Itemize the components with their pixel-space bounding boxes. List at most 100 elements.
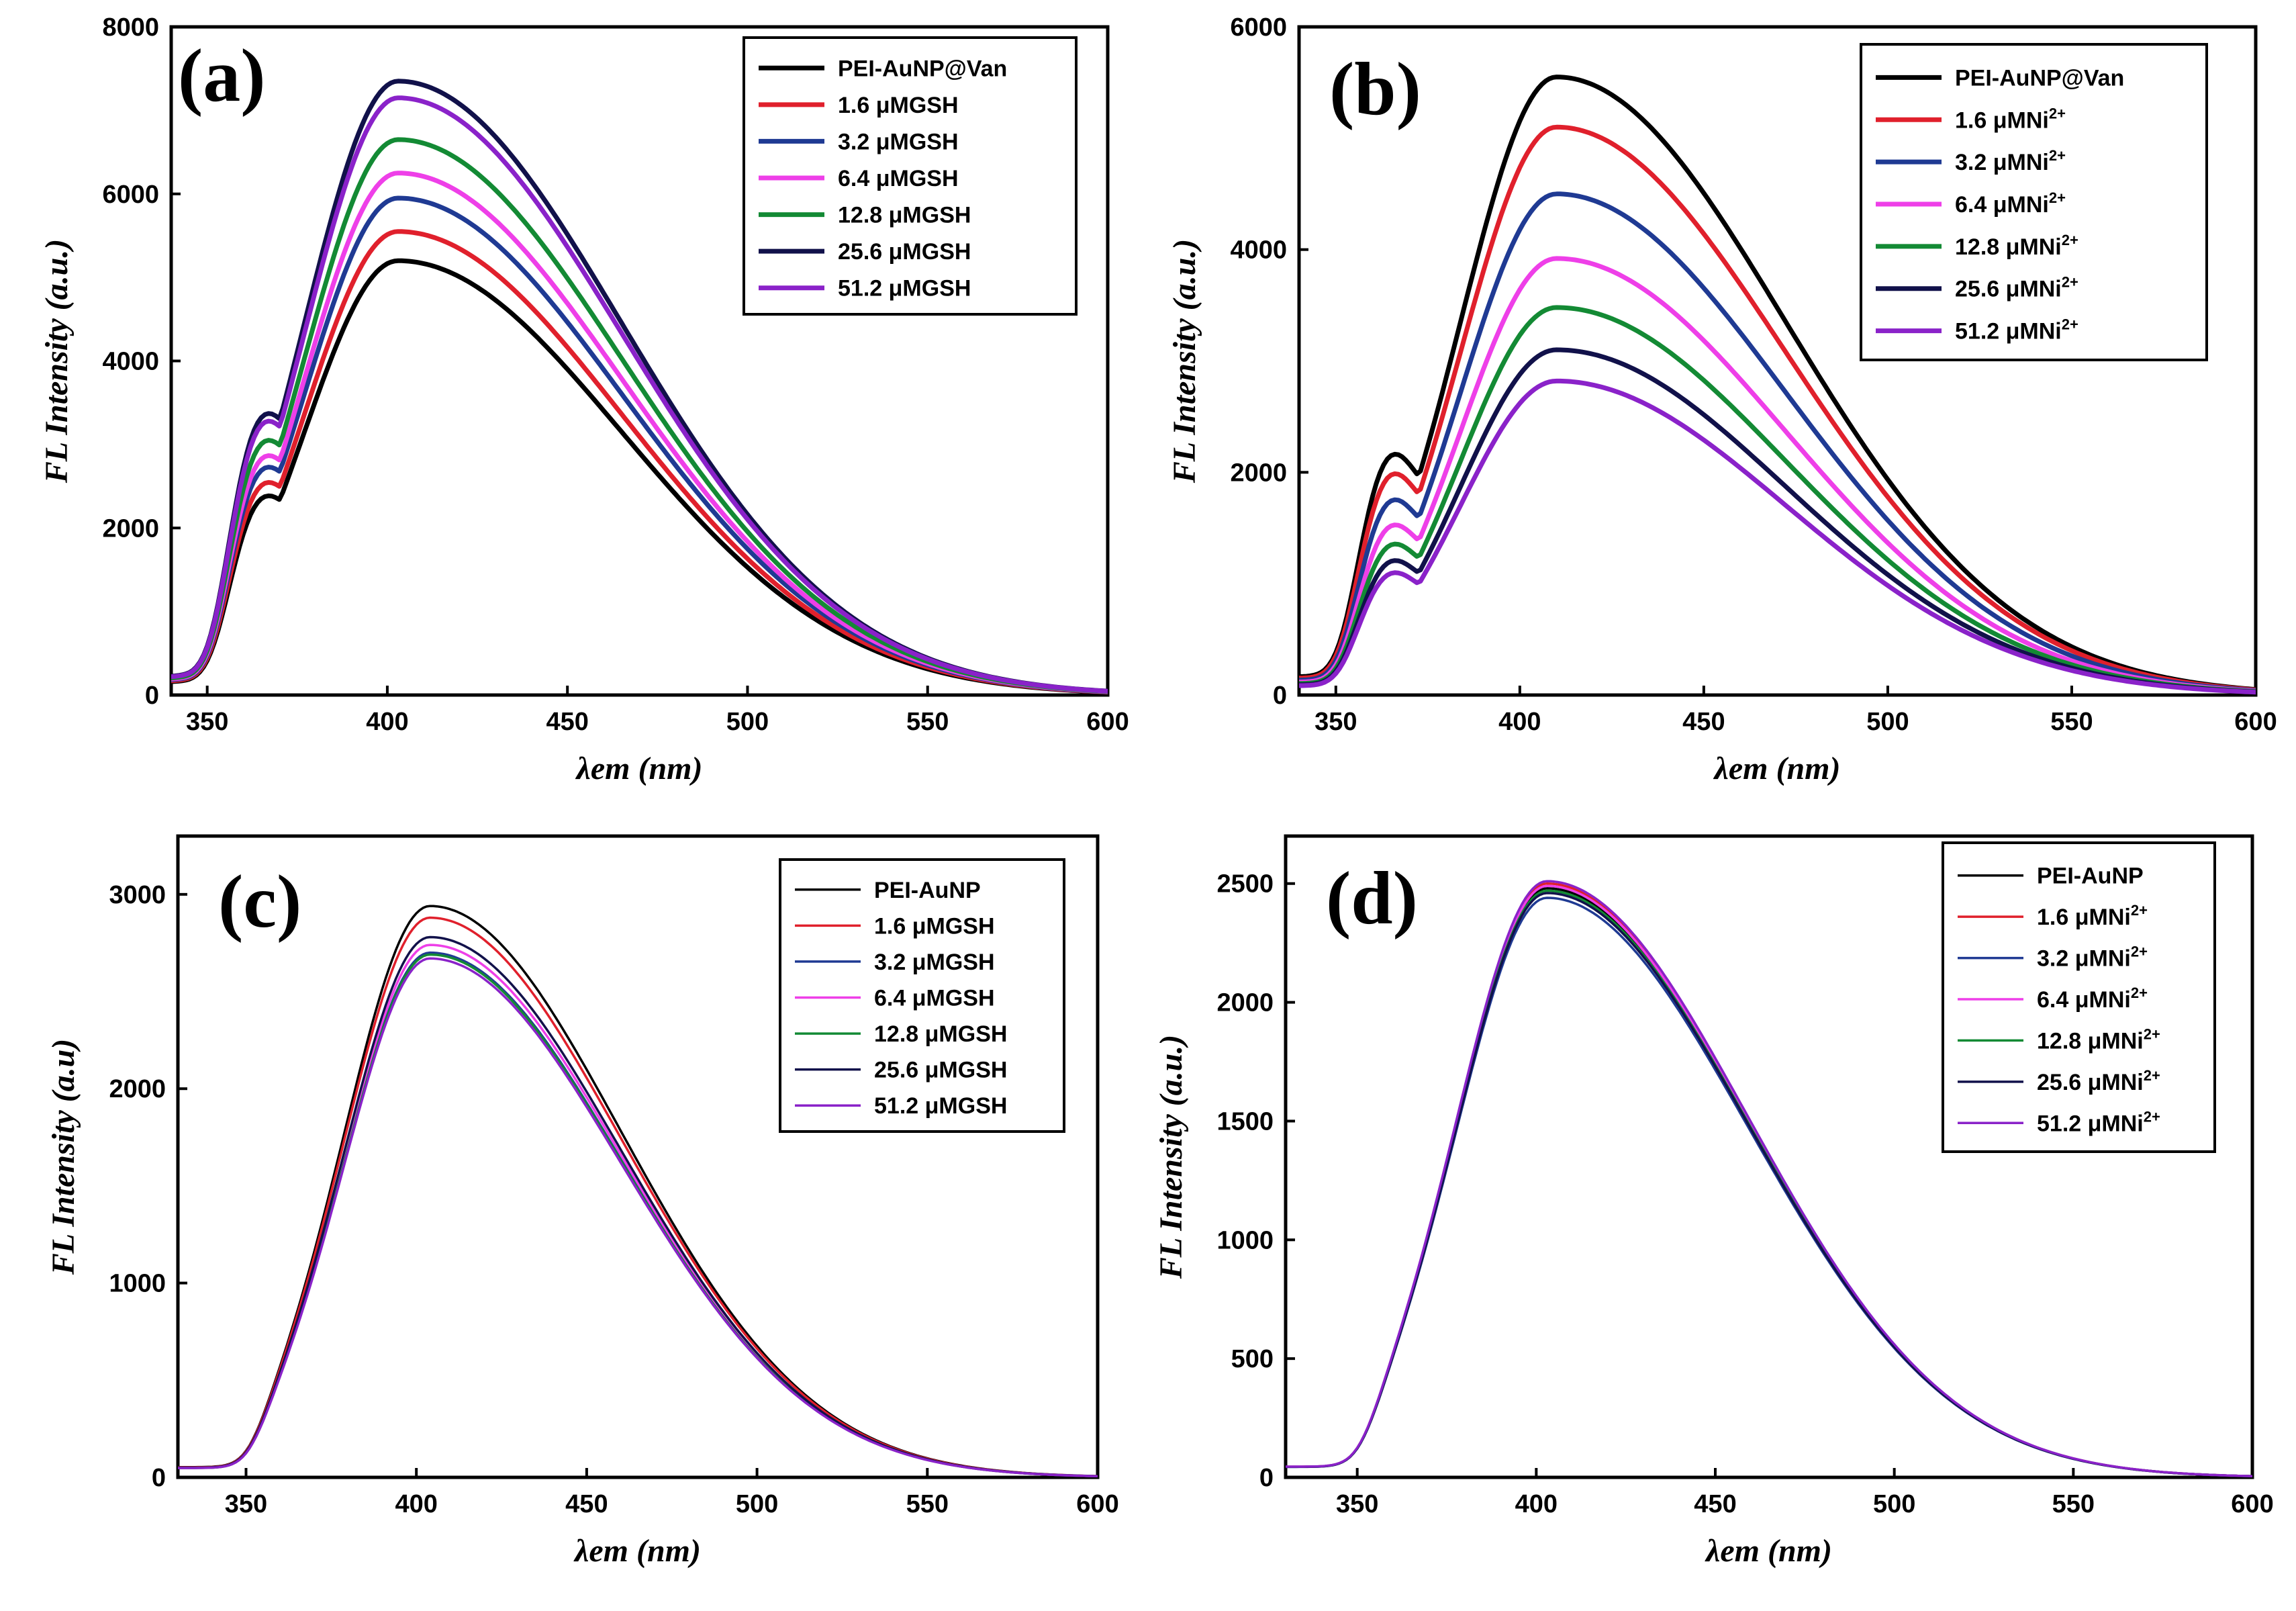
panel-d: 350 400 450 500 550 600 0 500 1000 1500 2000 2500 λe…	[1153, 834, 2274, 1569]
x-tick-label: 450	[565, 1490, 608, 1518]
y-tick-label: 4000	[1230, 236, 1287, 265]
legend-label: 12.8 μMGSH	[838, 203, 971, 228]
x-tick-label: 400	[1498, 708, 1541, 736]
y-tick-label: 2000	[1230, 459, 1287, 487]
y-tick-label: 8000	[102, 13, 159, 42]
x-axis-label: λem (nm)	[573, 1533, 701, 1569]
legend-label: PEI-AuNP@Van	[838, 56, 1007, 81]
series-line	[171, 95, 1108, 694]
x-tick-label: 450	[1694, 1490, 1736, 1518]
legend-label: 6.4 μMNi2+	[2037, 984, 2148, 1013]
x-tick-label: 500	[736, 1490, 778, 1518]
legend-label: 3.2 μMGSH	[838, 129, 959, 154]
x-tick-label: 600	[2234, 708, 2277, 736]
y-tick-label: 500	[1231, 1345, 1274, 1373]
legend-label: 1.6 μMGSH	[838, 93, 959, 118]
legend-label: 51.2 μMGSH	[838, 276, 971, 302]
legend-label: 12.8 μMGSH	[874, 1021, 1007, 1047]
plot-frame	[1284, 834, 2254, 1479]
panel-label: (d)	[1326, 857, 1418, 940]
x-tick-label: 400	[1515, 1490, 1558, 1518]
legend-label: PEI-AuNP	[2037, 864, 2144, 889]
legend-label: 12.8 μMNi2+	[1955, 232, 2078, 260]
x-tick-label: 350	[1336, 1490, 1378, 1518]
plot-frame	[1297, 25, 2258, 697]
series-line	[1299, 378, 2256, 695]
x-tick-label: 500	[726, 708, 769, 736]
plot-frame	[176, 834, 1100, 1479]
legend-label: PEI-AuNP	[874, 878, 981, 903]
y-axis-label: FL Intensity (a.u.)	[1167, 239, 1202, 484]
x-tick-label: 600	[1076, 1490, 1118, 1518]
legend-label: 3.2 μMNi2+	[1955, 147, 2066, 175]
x-tick-label: 400	[395, 1490, 437, 1518]
y-axis-label: FL Intensity (a.u.)	[39, 239, 75, 484]
legend-label: 25.6 μMNi2+	[2037, 1067, 2160, 1095]
x-tick-label: 450	[1682, 708, 1725, 736]
y-axis-label: FL Intensity (a.u.)	[1153, 1035, 1189, 1280]
y-tick-label: 0	[1273, 682, 1287, 710]
legend-label: 51.2 μMNi2+	[2037, 1108, 2160, 1136]
y-tick-label: 0	[1259, 1464, 1274, 1492]
x-tick-label: 550	[906, 1490, 949, 1518]
x-tick-label: 550	[2052, 1490, 2095, 1518]
legend-label: 1.6 μMNi2+	[1955, 105, 2066, 133]
legend-label: 51.2 μMNi2+	[1955, 316, 2078, 344]
y-tick-label: 2000	[1216, 989, 1274, 1017]
legend-label: 6.4 μMNi2+	[1955, 189, 2066, 218]
x-tick-label: 550	[2050, 708, 2093, 736]
y-tick-label: 6000	[1230, 13, 1287, 42]
x-axis-label: λem (nm)	[1705, 1533, 1832, 1569]
legend-box	[779, 858, 1065, 1133]
series-line	[178, 957, 1098, 1477]
series-line	[1299, 191, 2256, 693]
panel-label: (b)	[1329, 48, 1421, 131]
x-tick-label: 500	[1873, 1490, 1915, 1518]
x-tick-label: 350	[1314, 708, 1357, 736]
y-tick-label: 2500	[1216, 870, 1274, 899]
y-tick-label: 4000	[102, 348, 159, 376]
series-line	[1299, 347, 2256, 694]
x-tick-label: 550	[906, 708, 949, 736]
legend-label: 25.6 μMGSH	[838, 239, 971, 265]
legend-label: 3.2 μMGSH	[874, 950, 995, 975]
x-tick-label: 350	[186, 708, 228, 736]
legend-label: 1.6 μMGSH	[874, 913, 995, 939]
series-line	[1299, 124, 2256, 692]
legend-label: PEI-AuNP@Van	[1955, 65, 2124, 91]
x-tick-label: 500	[1866, 708, 1909, 736]
legend-box	[1942, 841, 2216, 1153]
y-tick-label: 0	[152, 1464, 166, 1492]
panel-c: 350 400 450 500 550 600 0 1000 2000 3000 λem (nm) F…	[46, 834, 1119, 1569]
y-tick-label: 1500	[1216, 1107, 1274, 1136]
legend-label: 6.4 μMGSH	[838, 166, 959, 191]
y-tick-label: 6000	[102, 181, 159, 209]
panel-label: (c)	[218, 860, 301, 943]
series-line	[1299, 256, 2256, 694]
x-tick-label: 350	[225, 1490, 267, 1518]
x-axis-label: λem (nm)	[1713, 751, 1841, 786]
panel-label: (a)	[178, 34, 266, 118]
x-tick-label: 600	[1086, 708, 1129, 736]
legend-label: 51.2 μMGSH	[874, 1093, 1007, 1119]
x-tick-label: 400	[366, 708, 408, 736]
x-tick-label: 450	[546, 708, 588, 736]
y-tick-label: 3000	[109, 881, 166, 909]
y-tick-label: 2000	[102, 514, 159, 543]
y-tick-label: 2000	[109, 1075, 166, 1103]
series-line	[1299, 305, 2256, 694]
legend-label: 6.4 μMGSH	[874, 986, 995, 1011]
y-axis-label: FL Intensity (a.u)	[46, 1039, 81, 1276]
y-tick-label: 0	[145, 682, 159, 710]
legend-label: 25.6 μMNi2+	[1955, 274, 2078, 302]
legend-label: 3.2 μMNi2+	[2037, 943, 2148, 972]
series-line	[1286, 880, 2252, 1477]
y-tick-label: 1000	[1216, 1226, 1274, 1254]
legend-label: 12.8 μMNi2+	[2037, 1025, 2160, 1054]
series-line	[1299, 75, 2256, 692]
x-axis-label: λem (nm)	[575, 751, 703, 786]
y-tick-label: 1000	[109, 1270, 166, 1298]
